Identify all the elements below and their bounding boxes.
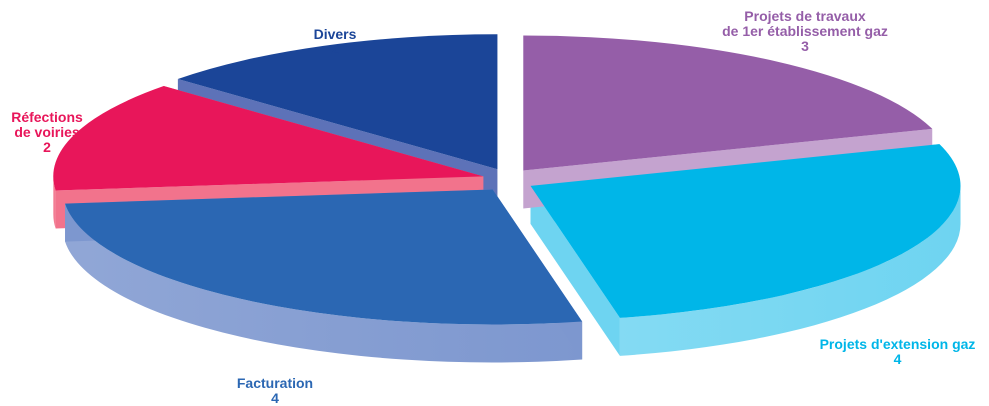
label-projets-extension: Projets d'extension gaz 4 [819,336,976,367]
slice-facturation [65,189,583,325]
label-projets-travaux: Projets de travaux de 1er établissement … [722,8,888,54]
label-divers: Divers 2 [313,26,357,57]
slice-side-refections-de-voiries [53,176,56,229]
slice-projets-de-travaux-de-1er-etablissement-gaz [523,35,933,171]
slice-cut-projets-d-extension-gaz-1 [530,185,620,356]
label-facturation: Facturation 4 [236,375,314,406]
slice-side-projets-d-extension-gaz [619,185,961,356]
slice-refections-de-voiries [53,86,484,191]
label-refections-voiries: Réfections de voiries 2 [11,109,83,155]
slice-projets-d-extension-gaz [530,144,961,318]
pie-tops [53,34,961,325]
slice-divers [177,34,498,170]
slice-side-facturation [65,203,583,363]
